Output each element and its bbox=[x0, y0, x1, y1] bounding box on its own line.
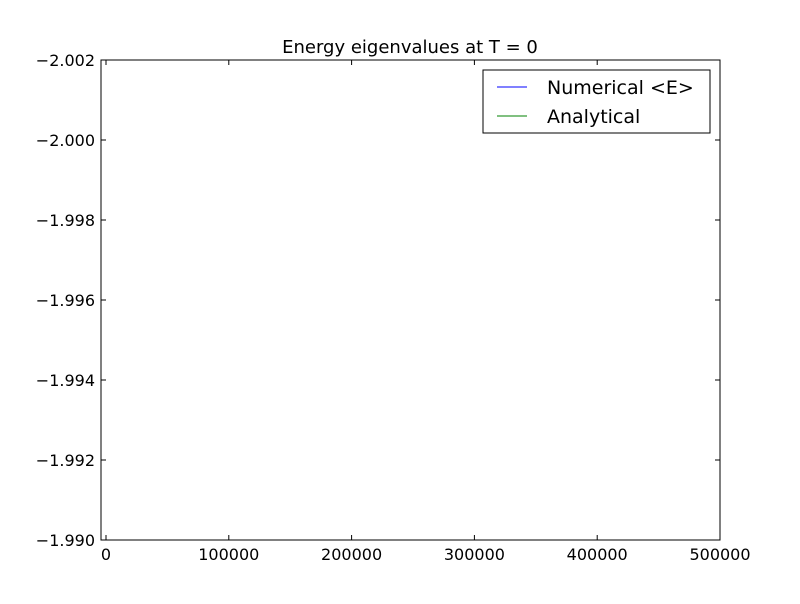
x-tick-label: 100000 bbox=[198, 545, 259, 564]
y-tick-label: −2.002 bbox=[36, 51, 95, 70]
y-tick-label: −1.998 bbox=[36, 211, 95, 230]
chart-title: Energy eigenvalues at T = 0 bbox=[282, 37, 538, 58]
x-tick-label: 500000 bbox=[689, 545, 750, 564]
axis-ticks: 0 100000 200000 300000 400000 500000 −2.002 −2.… bbox=[36, 51, 751, 564]
x-tick-label: 400000 bbox=[567, 545, 628, 564]
legend: Numerical <E> Analytical bbox=[482, 69, 711, 134]
x-tick-label: 0 bbox=[101, 545, 111, 564]
legend-label: Analytical bbox=[547, 106, 640, 128]
legend-box bbox=[482, 69, 711, 134]
plot-area-frame bbox=[100, 59, 721, 541]
legend-label: Numerical <E> bbox=[547, 77, 694, 99]
x-tick-label: 200000 bbox=[321, 545, 382, 564]
y-tick-label: −1.990 bbox=[36, 531, 95, 550]
y-tick-label: −1.994 bbox=[36, 371, 95, 390]
x-tick-label: 300000 bbox=[444, 545, 505, 564]
y-tick-label: −1.996 bbox=[36, 291, 95, 310]
y-tick-label: −2.000 bbox=[36, 131, 95, 150]
y-tick-label: −1.992 bbox=[36, 451, 95, 470]
